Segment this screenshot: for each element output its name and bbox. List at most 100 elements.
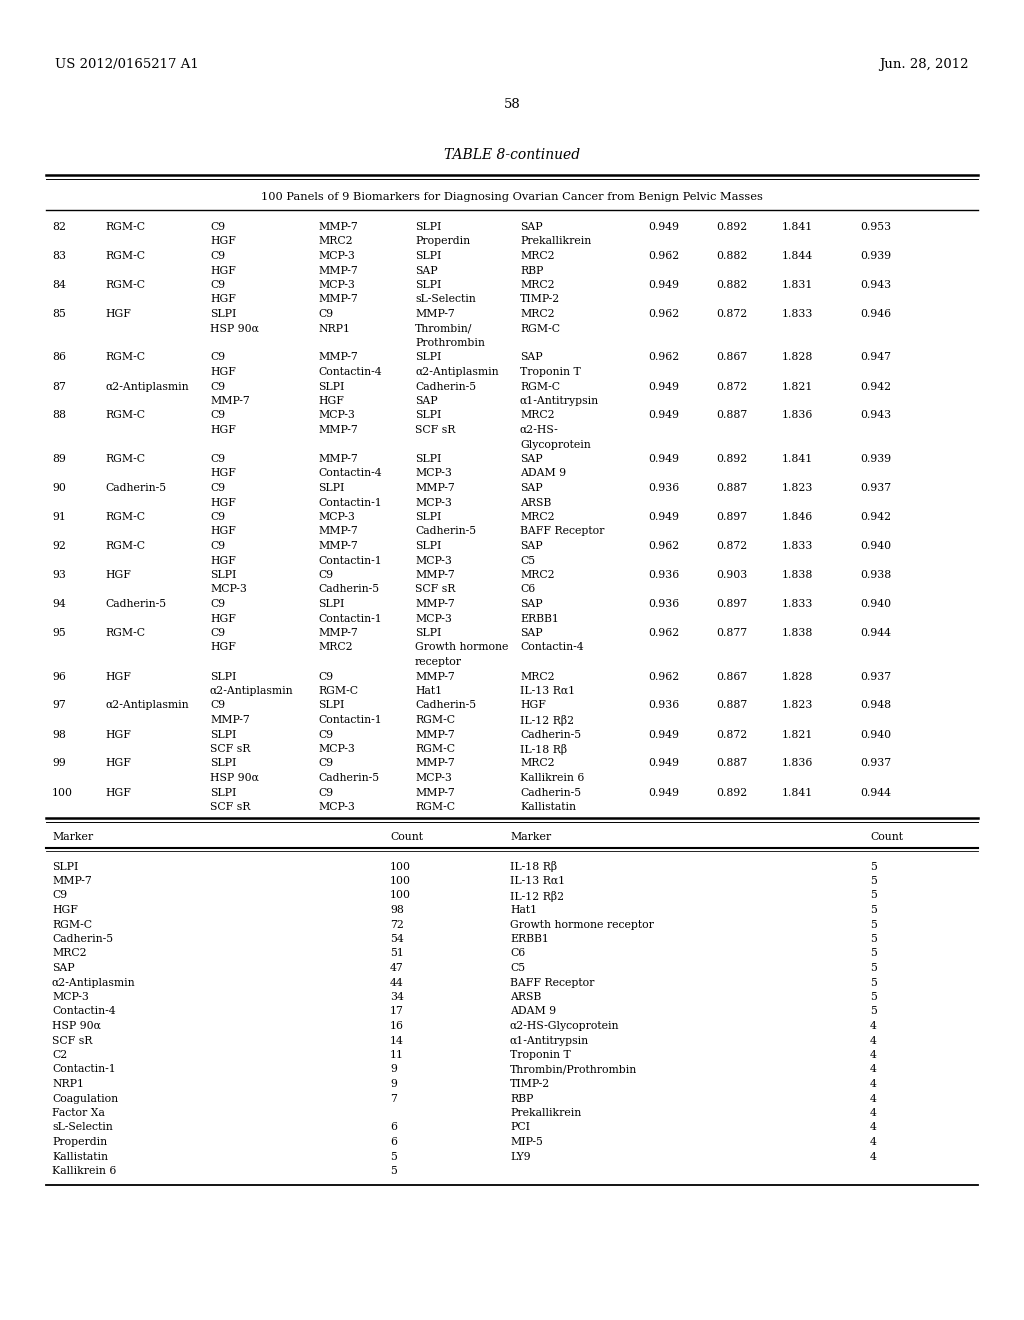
Text: 0.940: 0.940 <box>860 599 891 609</box>
Text: 0.953: 0.953 <box>860 222 891 232</box>
Text: sL-Selectin: sL-Selectin <box>52 1122 113 1133</box>
Text: 7: 7 <box>390 1093 397 1104</box>
Text: 4: 4 <box>870 1064 877 1074</box>
Text: 0.897: 0.897 <box>716 599 748 609</box>
Text: SLPI: SLPI <box>415 280 441 290</box>
Text: 100 Panels of 9 Biomarkers for Diagnosing Ovarian Cancer from Benign Pelvic Mass: 100 Panels of 9 Biomarkers for Diagnosin… <box>261 191 763 202</box>
Text: MMP-7: MMP-7 <box>318 425 357 436</box>
Text: 1.838: 1.838 <box>782 628 813 638</box>
Text: C2: C2 <box>52 1049 68 1060</box>
Text: 5: 5 <box>390 1151 397 1162</box>
Text: 0.936: 0.936 <box>648 599 679 609</box>
Text: 4: 4 <box>870 1093 877 1104</box>
Text: 0.937: 0.937 <box>860 483 891 492</box>
Text: HGF: HGF <box>210 367 236 378</box>
Text: RGM-C: RGM-C <box>415 744 455 754</box>
Text: MRC2: MRC2 <box>520 759 555 768</box>
Text: SCF sR: SCF sR <box>210 744 251 754</box>
Text: C9: C9 <box>210 628 225 638</box>
Text: MRC2: MRC2 <box>318 643 352 652</box>
Text: MMP-7: MMP-7 <box>318 265 357 276</box>
Text: MMP-7: MMP-7 <box>415 788 455 797</box>
Text: 0.942: 0.942 <box>860 512 891 521</box>
Text: 54: 54 <box>390 935 403 944</box>
Text: IL-18 Rβ: IL-18 Rβ <box>510 862 557 873</box>
Text: 0.903: 0.903 <box>716 570 748 579</box>
Text: MRC2: MRC2 <box>520 309 555 319</box>
Text: Contactin-4: Contactin-4 <box>318 469 382 479</box>
Text: 4: 4 <box>870 1122 877 1133</box>
Text: C9: C9 <box>210 599 225 609</box>
Text: C9: C9 <box>210 541 225 550</box>
Text: α2-Antiplasmin: α2-Antiplasmin <box>210 686 294 696</box>
Text: TABLE 8-continued: TABLE 8-continued <box>444 148 580 162</box>
Text: IL-12 Rβ2: IL-12 Rβ2 <box>510 891 564 902</box>
Text: 16: 16 <box>390 1020 404 1031</box>
Text: HGF: HGF <box>520 701 546 710</box>
Text: MMP-7: MMP-7 <box>415 483 455 492</box>
Text: SAP: SAP <box>415 396 437 407</box>
Text: SLPI: SLPI <box>318 599 344 609</box>
Text: MCP-3: MCP-3 <box>52 993 89 1002</box>
Text: 5: 5 <box>870 862 877 871</box>
Text: MCP-3: MCP-3 <box>318 251 355 261</box>
Text: MMP-7: MMP-7 <box>415 599 455 609</box>
Text: RGM-C: RGM-C <box>105 411 145 421</box>
Text: 88: 88 <box>52 411 66 421</box>
Text: Marker: Marker <box>52 832 93 842</box>
Text: C9: C9 <box>318 570 333 579</box>
Text: Contactin-1: Contactin-1 <box>318 614 382 623</box>
Text: 5: 5 <box>870 978 877 987</box>
Text: C9: C9 <box>210 280 225 290</box>
Text: 0.949: 0.949 <box>648 512 679 521</box>
Text: SAP: SAP <box>520 352 543 363</box>
Text: Prekallikrein: Prekallikrein <box>520 236 591 247</box>
Text: SLPI: SLPI <box>415 628 441 638</box>
Text: 87: 87 <box>52 381 66 392</box>
Text: Prekallikrein: Prekallikrein <box>510 1107 582 1118</box>
Text: Cadherin-5: Cadherin-5 <box>520 730 582 739</box>
Text: 0.949: 0.949 <box>648 411 679 421</box>
Text: ARSB: ARSB <box>520 498 551 507</box>
Text: Cadherin-5: Cadherin-5 <box>520 788 582 797</box>
Text: LY9: LY9 <box>510 1151 530 1162</box>
Text: Growth hormone: Growth hormone <box>415 643 508 652</box>
Text: SAP: SAP <box>520 454 543 465</box>
Text: Troponin T: Troponin T <box>510 1049 570 1060</box>
Text: 9: 9 <box>390 1064 397 1074</box>
Text: MRC2: MRC2 <box>520 672 555 681</box>
Text: MRC2: MRC2 <box>52 949 87 958</box>
Text: Contactin-1: Contactin-1 <box>318 498 382 507</box>
Text: 4: 4 <box>870 1035 877 1045</box>
Text: Contactin-1: Contactin-1 <box>52 1064 116 1074</box>
Text: α2-Antiplasmin: α2-Antiplasmin <box>52 978 135 987</box>
Text: IL-13 Rα1: IL-13 Rα1 <box>520 686 575 696</box>
Text: Hat1: Hat1 <box>415 686 442 696</box>
Text: Cadherin-5: Cadherin-5 <box>318 585 379 594</box>
Text: α1-Antitrypsin: α1-Antitrypsin <box>520 396 599 407</box>
Text: SLPI: SLPI <box>415 411 441 421</box>
Text: 1.846: 1.846 <box>782 512 813 521</box>
Text: 0.877: 0.877 <box>716 628 748 638</box>
Text: 0.882: 0.882 <box>716 280 748 290</box>
Text: MMP-7: MMP-7 <box>415 672 455 681</box>
Text: PCI: PCI <box>510 1122 530 1133</box>
Text: 0.887: 0.887 <box>716 411 748 421</box>
Text: 0.872: 0.872 <box>716 730 748 739</box>
Text: HGF: HGF <box>210 265 236 276</box>
Text: 4: 4 <box>870 1151 877 1162</box>
Text: NRP1: NRP1 <box>52 1078 84 1089</box>
Text: HGF: HGF <box>210 469 236 479</box>
Text: MRC2: MRC2 <box>520 411 555 421</box>
Text: Count: Count <box>390 832 423 842</box>
Text: HGF: HGF <box>52 906 78 915</box>
Text: C9: C9 <box>210 251 225 261</box>
Text: 0.940: 0.940 <box>860 541 891 550</box>
Text: C9: C9 <box>318 730 333 739</box>
Text: HGF: HGF <box>105 759 131 768</box>
Text: 98: 98 <box>52 730 66 739</box>
Text: HGF: HGF <box>210 425 236 436</box>
Text: RGM-C: RGM-C <box>105 541 145 550</box>
Text: MCP-3: MCP-3 <box>415 614 452 623</box>
Text: Contactin-4: Contactin-4 <box>52 1006 116 1016</box>
